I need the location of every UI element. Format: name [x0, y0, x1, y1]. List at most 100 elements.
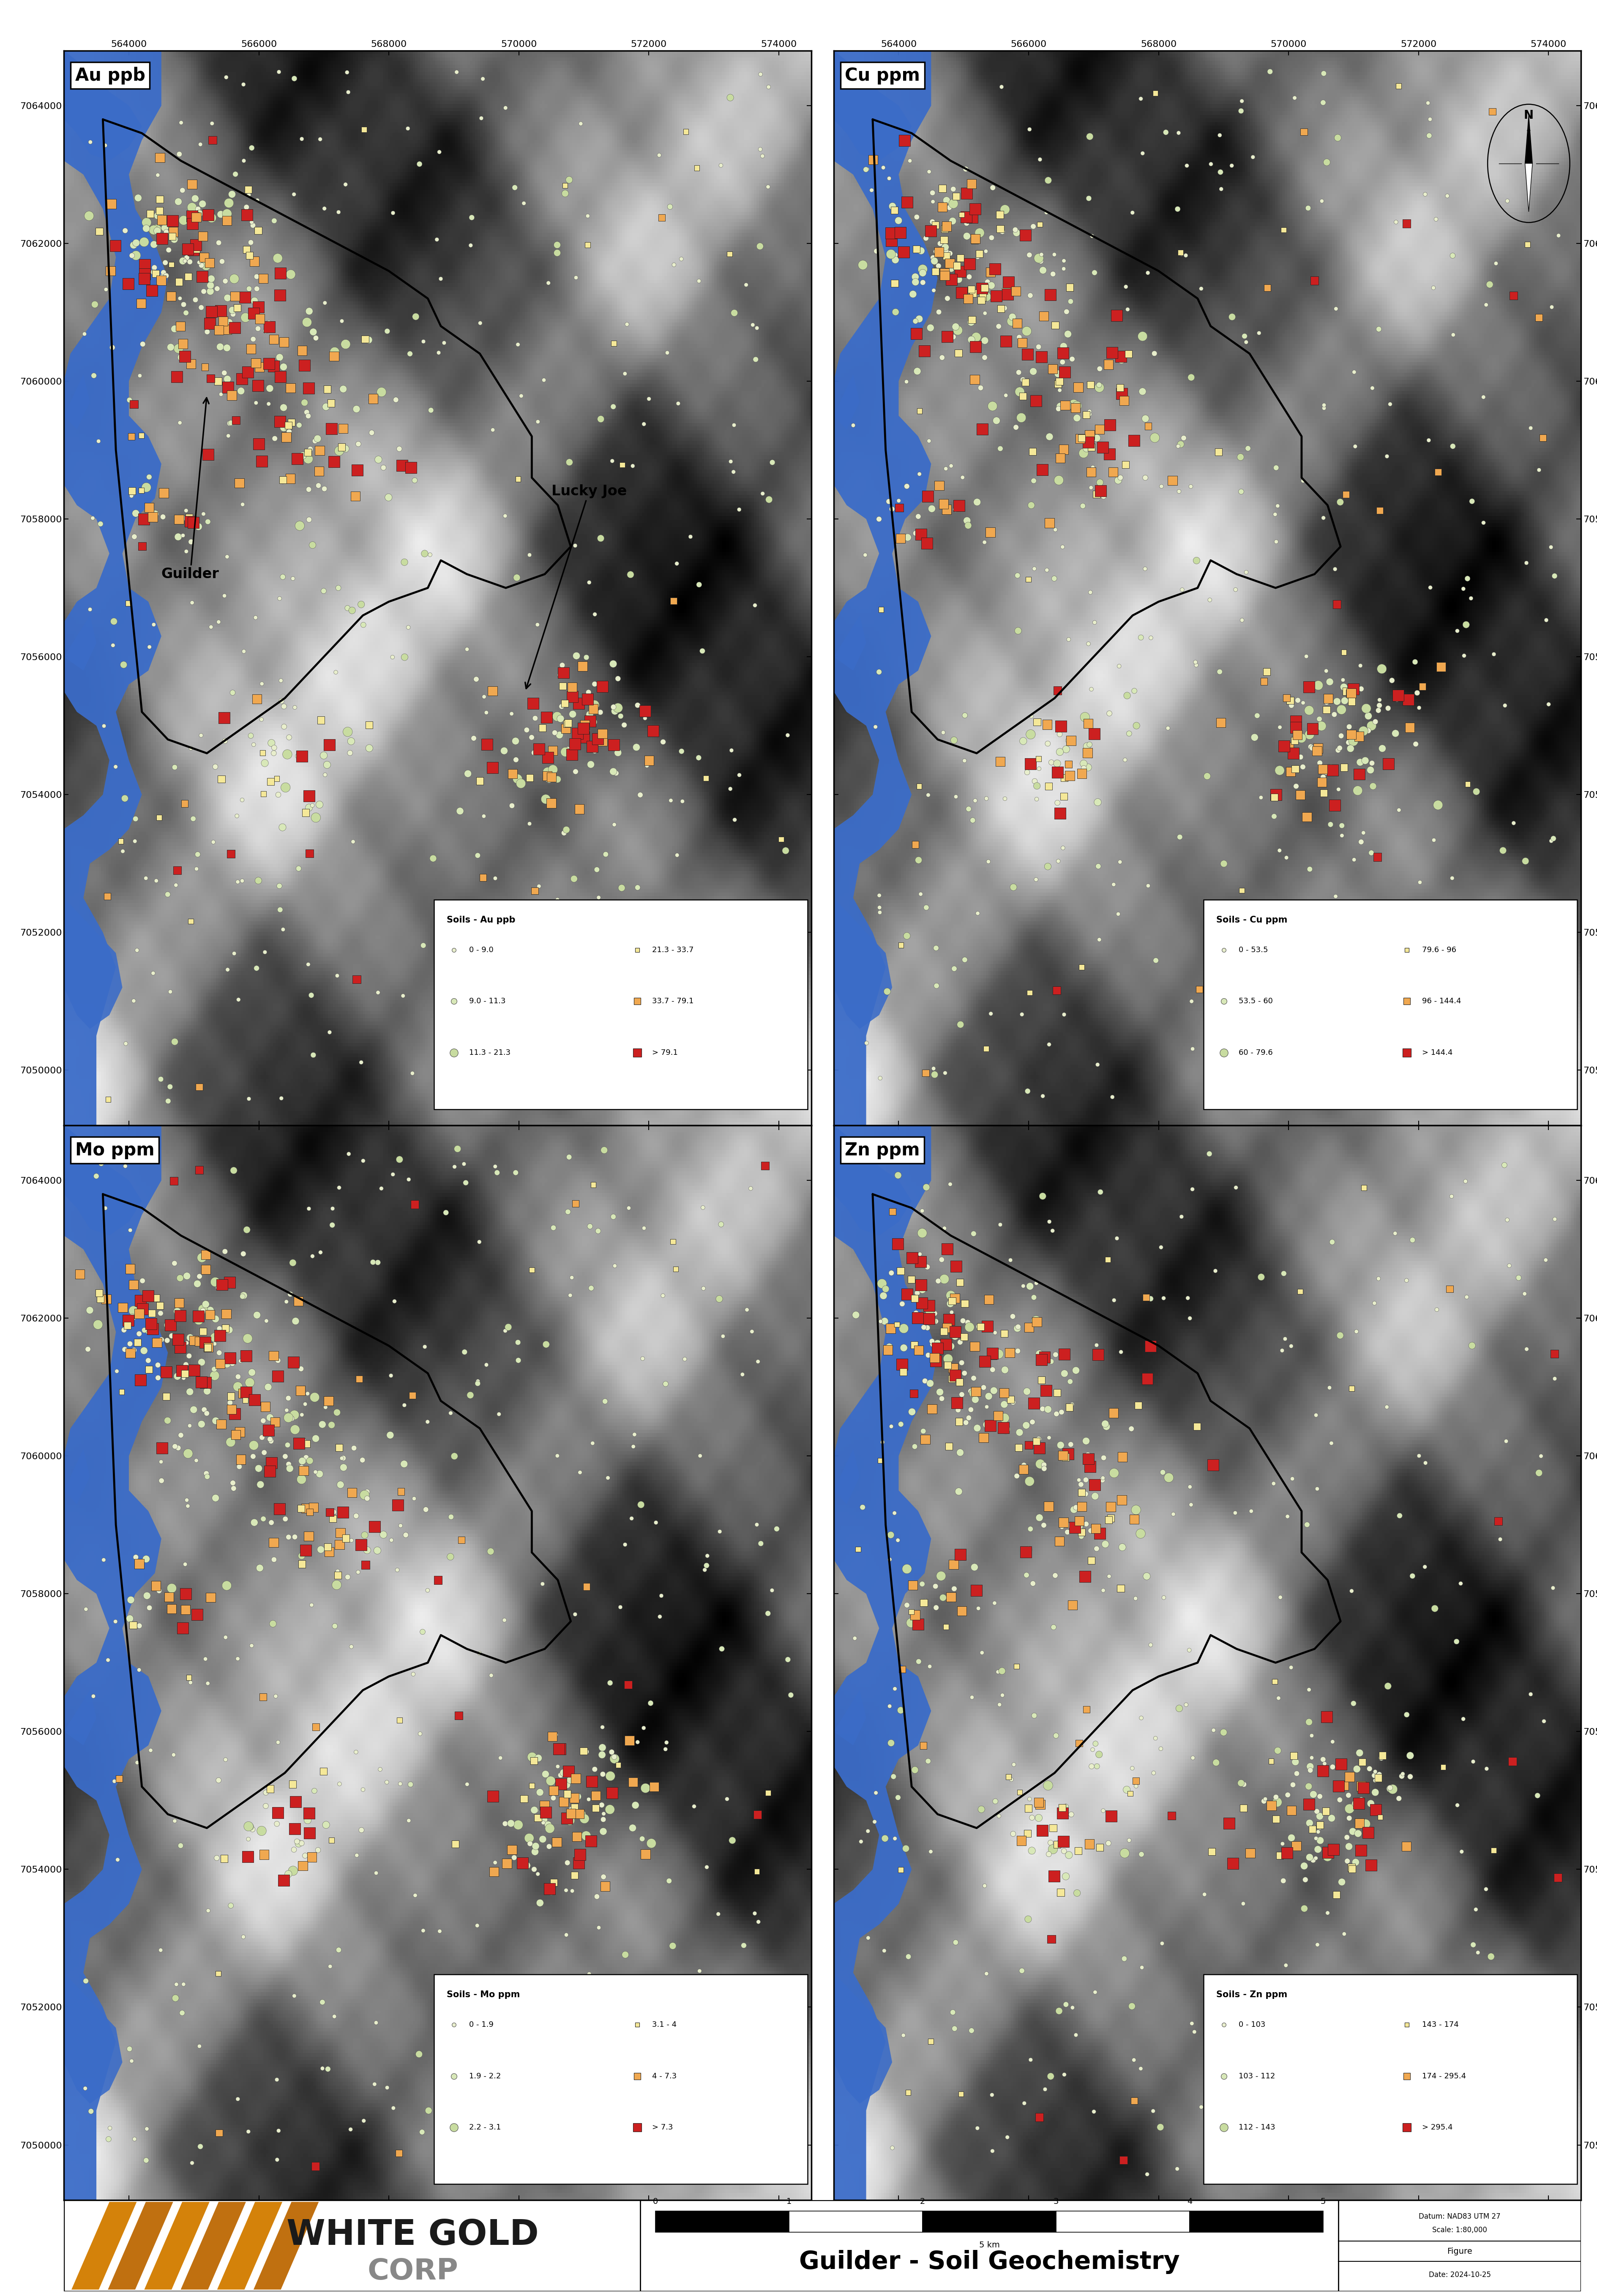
Point: [93, 1189, 118, 1226]
Point: [158, 278, 184, 315]
Point: [1270, 2154, 1295, 2190]
Point: [636, 381, 661, 418]
Point: [458, 1378, 484, 1414]
Point: [958, 321, 984, 358]
Point: [163, 868, 188, 905]
Point: [131, 1332, 157, 1368]
Point: [704, 1979, 730, 2016]
Point: [941, 186, 966, 223]
Point: [190, 257, 216, 294]
Point: [264, 2062, 289, 2099]
Point: [957, 1401, 982, 1437]
Point: [556, 705, 581, 742]
Point: [1346, 1805, 1372, 1841]
Point: [503, 742, 529, 778]
Point: [233, 1382, 259, 1419]
Point: [117, 381, 142, 418]
Point: [206, 604, 232, 641]
Point: [206, 1956, 232, 1993]
Point: [910, 264, 936, 301]
Point: [1012, 216, 1038, 253]
Point: [899, 1261, 925, 1297]
Point: [735, 1290, 760, 1327]
Point: [1016, 1309, 1041, 1345]
Point: [923, 207, 949, 243]
Point: [343, 478, 369, 514]
Point: [898, 1605, 923, 1642]
Point: [1252, 1075, 1278, 1111]
Point: [1075, 735, 1100, 771]
Point: [631, 406, 656, 443]
Point: [1132, 551, 1158, 588]
Point: [939, 250, 965, 287]
Point: [1220, 1846, 1246, 1883]
Point: [1159, 1798, 1185, 1835]
Point: [963, 220, 989, 257]
Point: [1361, 909, 1386, 946]
Point: [907, 455, 933, 491]
Point: [893, 1830, 918, 1867]
Point: [1072, 746, 1097, 783]
Point: [94, 1281, 120, 1318]
Point: [188, 289, 214, 326]
Point: [230, 1375, 256, 1412]
Point: [770, 1965, 795, 2002]
Point: [554, 2027, 580, 2064]
Point: [259, 1414, 284, 1451]
Point: [391, 638, 417, 675]
Point: [963, 1373, 989, 1410]
Point: [185, 1265, 211, 1302]
Point: [950, 459, 976, 496]
Point: [1088, 351, 1113, 388]
Point: [985, 1336, 1011, 1373]
Point: [1046, 1522, 1072, 1559]
Point: [1115, 677, 1140, 714]
Point: [746, 1903, 771, 1940]
Point: [1501, 278, 1527, 315]
Point: [1134, 1279, 1159, 1316]
Point: [511, 1779, 537, 1816]
Point: [505, 560, 530, 597]
Point: [1113, 445, 1139, 482]
Point: [198, 1297, 224, 1334]
Point: [1274, 840, 1300, 877]
Point: [321, 1495, 347, 1531]
Point: [161, 220, 187, 257]
Point: [75, 1332, 101, 1368]
Point: [128, 358, 153, 395]
Point: [241, 294, 267, 331]
Point: [561, 696, 586, 732]
Point: [755, 69, 781, 106]
Point: [934, 280, 960, 317]
Point: [875, 1332, 901, 1368]
Point: [936, 1428, 961, 1465]
Point: [690, 1270, 715, 1306]
Point: [1271, 728, 1297, 765]
Point: [535, 1807, 561, 1844]
Point: [289, 1396, 315, 1433]
Point: [1434, 177, 1460, 214]
Point: [121, 227, 147, 264]
Point: [564, 638, 589, 675]
Point: [993, 1412, 1019, 1449]
Point: [206, 1270, 232, 1306]
Point: [1378, 994, 1404, 1031]
Point: [1297, 1704, 1322, 1740]
Point: [1180, 1740, 1206, 1777]
Point: [211, 698, 236, 735]
Point: [385, 1488, 410, 1525]
Point: [460, 1965, 485, 2002]
Point: [97, 2110, 123, 2147]
Point: [973, 294, 998, 331]
Point: [356, 321, 382, 358]
Point: [246, 863, 271, 900]
Point: [479, 673, 505, 709]
Point: [286, 1825, 311, 1862]
Point: [297, 778, 323, 815]
Point: [176, 1488, 201, 1525]
Point: [878, 1311, 904, 1348]
Point: [894, 1587, 920, 1623]
Point: [235, 1320, 260, 1357]
Point: [171, 287, 196, 324]
Point: [656, 1862, 682, 1899]
